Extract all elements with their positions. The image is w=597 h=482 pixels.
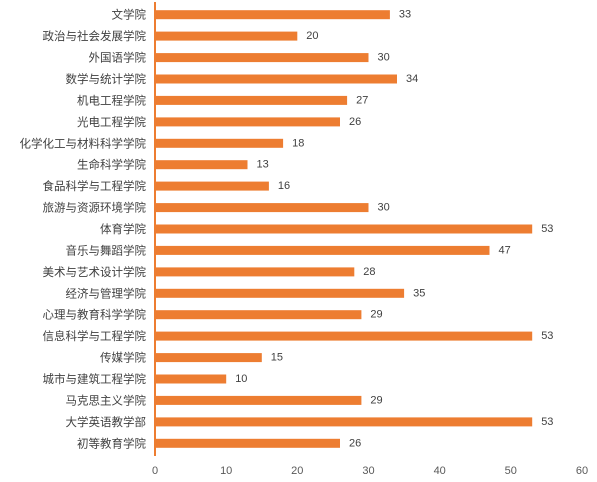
- bar: [155, 310, 362, 320]
- category-label: 初等教育学院: [77, 436, 146, 450]
- bar: [155, 331, 533, 341]
- bar: [155, 10, 390, 20]
- value-label: 13: [257, 159, 269, 171]
- category-label: 食品科学与工程学院: [43, 179, 147, 193]
- value-label: 53: [541, 330, 553, 342]
- bar: [155, 417, 533, 427]
- value-label: 18: [292, 137, 304, 149]
- bar: [155, 53, 369, 63]
- value-label: 35: [413, 287, 425, 299]
- x-tick-label: 40: [434, 465, 446, 477]
- value-label: 30: [378, 52, 390, 64]
- category-label: 心理与教育科学学院: [43, 308, 147, 322]
- x-tick-label: 30: [362, 465, 374, 477]
- category-label: 城市与建筑工程学院: [43, 372, 147, 386]
- bar: [155, 395, 362, 405]
- category-label: 体育学院: [100, 222, 146, 236]
- x-tick-label: 10: [220, 465, 232, 477]
- category-label: 马克思主义学院: [66, 393, 147, 407]
- bar: [155, 181, 269, 191]
- value-label: 20: [306, 30, 318, 42]
- value-label: 30: [378, 202, 390, 214]
- value-label: 29: [370, 394, 382, 406]
- bar: [155, 203, 369, 213]
- category-label: 机电工程学院: [77, 93, 146, 107]
- category-label: 大学英语教学部: [66, 415, 147, 429]
- value-label: 33: [399, 9, 411, 21]
- value-label: 26: [349, 116, 361, 128]
- value-label: 47: [499, 244, 511, 256]
- category-label: 旅游与资源环境学院: [43, 201, 147, 215]
- value-label: 53: [541, 416, 553, 428]
- bar: [155, 438, 340, 448]
- bar: [155, 224, 533, 234]
- x-tick-label: 0: [152, 465, 158, 477]
- value-label: 16: [278, 180, 290, 192]
- value-label: 29: [370, 309, 382, 321]
- x-tick-label: 50: [505, 465, 517, 477]
- category-label: 传媒学院: [100, 351, 146, 365]
- value-label: 34: [406, 73, 418, 85]
- value-label: 15: [271, 352, 283, 364]
- category-label: 外国语学院: [89, 51, 147, 65]
- bars-group: [155, 10, 533, 448]
- category-label: 信息科学与工程学院: [43, 329, 147, 343]
- category-label: 光电工程学院: [77, 115, 146, 129]
- bar: [155, 74, 397, 84]
- bar: [155, 31, 298, 41]
- bar: [155, 267, 355, 277]
- category-label: 音乐与舞蹈学院: [66, 243, 147, 257]
- x-tick-label: 60: [576, 465, 588, 477]
- value-label: 53: [541, 223, 553, 235]
- x-tick-label: 20: [291, 465, 303, 477]
- bar: [155, 288, 405, 298]
- category-label: 文学院: [112, 8, 147, 22]
- value-label: 10: [235, 373, 247, 385]
- value-label: 27: [356, 94, 368, 106]
- bar: [155, 160, 248, 170]
- category-labels: 文学院政治与社会发展学院外国语学院数学与统计学院机电工程学院光电工程学院化学化工…: [20, 8, 147, 451]
- value-label: 28: [363, 266, 375, 278]
- bar: [155, 117, 340, 127]
- value-label: 26: [349, 437, 361, 449]
- category-label: 数学与统计学院: [66, 72, 147, 86]
- bar: [155, 95, 348, 105]
- bar: [155, 245, 490, 255]
- category-label: 生命科学学院: [77, 158, 146, 172]
- bar: [155, 374, 227, 384]
- category-label: 化学化工与材料科学学院: [20, 136, 147, 150]
- bar: [155, 353, 262, 363]
- category-label: 经济与管理学院: [66, 286, 147, 300]
- bar: [155, 138, 284, 148]
- category-label: 政治与社会发展学院: [43, 29, 147, 43]
- category-label: 美术与艺术设计学院: [43, 265, 147, 279]
- value-labels: 33 20 30 34 27 26 18 13 16 30 53 47 28 35 29 53 15 10 29 53…: [235, 9, 553, 450]
- x-axis-ticks: 0 10 20 30 40 50 60: [152, 465, 588, 477]
